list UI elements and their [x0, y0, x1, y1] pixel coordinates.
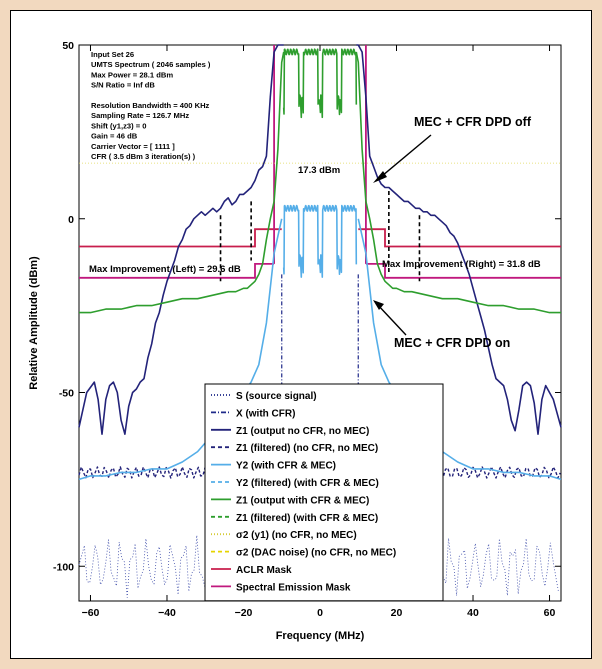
legend-entry: Y2 (filtered) (with CFR & MEC)	[236, 478, 379, 489]
series-y2-channels	[282, 204, 358, 278]
y-tick-label: -50	[59, 388, 74, 400]
x-axis-label: Frequency (MHz)	[276, 630, 365, 642]
x-tick-label: 60	[544, 607, 556, 619]
series-z1-output-with-cfr-mec-	[79, 51, 285, 314]
legend-entry: Z1 (filtered) (no CFR, no MEC)	[236, 443, 378, 454]
legend: S (source signal) X (with CFR) Z1 (output …	[204, 383, 444, 602]
x-tick-label: −40	[158, 607, 176, 619]
info-line: Sampling Rate = 126.7 MHz	[91, 111, 189, 120]
arrowhead-dpd-off	[373, 171, 387, 183]
info-line: Shift (y1,z3) = 0	[91, 121, 147, 130]
legend-entry: ACLR Mask	[236, 565, 292, 576]
legend-entry: Z1 (output with CFR & MEC)	[236, 495, 369, 506]
info-line: UMTS Spectrum ( 2046 samples )	[91, 60, 211, 69]
series-z1-output-with-cfr-mec-right	[355, 51, 561, 314]
x-tick-label: 20	[391, 607, 403, 619]
info-line: CFR ( 3.5 dBm 3 iteration(s) )	[91, 152, 196, 161]
annotation-dpd-off: MEC + CFR DPD off	[414, 115, 532, 129]
info-line: Resolution Bandwidth = 400 KHz	[91, 101, 210, 110]
legend-entry: σ2 (DAC noise) (no CFR, no MEC)	[236, 548, 396, 559]
arrow-dpd-off	[375, 134, 432, 182]
x-tick-label: 40	[467, 607, 479, 619]
y-tick-label: 50	[62, 40, 74, 52]
chart: −60 −40 −20 0 20 40 60 50 0 -50 -100 Input Set 26U…	[28, 40, 562, 642]
annotation-dpd-on: MEC + CFR DPD on	[394, 336, 510, 350]
legend-entry: σ2 (y1) (no CFR, no MEC)	[236, 530, 357, 541]
legend-entry: X (with CFR)	[236, 408, 295, 419]
legend-entry: Y2 (with CFR & MEC)	[236, 461, 336, 472]
arrow-dpd-on	[375, 302, 407, 336]
series-z1-cfr-mec-channels	[282, 48, 358, 119]
legend-entry: S (source signal)	[236, 391, 317, 402]
annotation-power: 17.3 dBm	[298, 165, 340, 176]
series-z1-output-no-cfr-no-mec-right	[356, 44, 562, 436]
series-z1-output-no-cfr-no-mec-	[78, 44, 284, 436]
sem-mask-right	[365, 262, 561, 279]
legend-entry: Spectral Emission Mask	[236, 582, 351, 593]
y-tick-label: -100	[53, 561, 74, 573]
legend-box	[204, 383, 444, 602]
arrowhead-dpd-on	[373, 300, 384, 310]
x-tick-label: 0	[317, 607, 323, 619]
y-tick-label: 0	[68, 214, 74, 226]
legend-entry: Z1 (output no CFR, no MEC)	[236, 426, 369, 437]
figure-frame: −60 −40 −20 0 20 40 60 50 0 -50 -100 Input Set 26 U…	[10, 10, 592, 659]
y-axis-label: Relative Amplitude (dBm)	[28, 256, 40, 390]
info-line: Carrier Vector = [ 1111 ]	[91, 142, 175, 151]
x-tick-label: −20	[235, 607, 253, 619]
legend-entry: Z1 (filtered) (with CFR & MEC)	[236, 513, 378, 524]
series-s-source	[78, 534, 559, 598]
info-line: Input Set 26	[91, 50, 134, 59]
sem-mask-left	[79, 262, 275, 279]
info-line: Gain = 46 dB	[91, 132, 138, 141]
annotation-max-right: Max Improvement (Right) = 31.8 dB	[382, 259, 541, 270]
x-tick-label: −60	[82, 607, 100, 619]
info-line: S/N Ratio = Inf dB	[91, 81, 155, 90]
info-line: Max Power = 28.1 dBm	[91, 70, 173, 79]
annotation-max-left: Max Improvement (Left) = 29.6 dB	[89, 264, 241, 275]
